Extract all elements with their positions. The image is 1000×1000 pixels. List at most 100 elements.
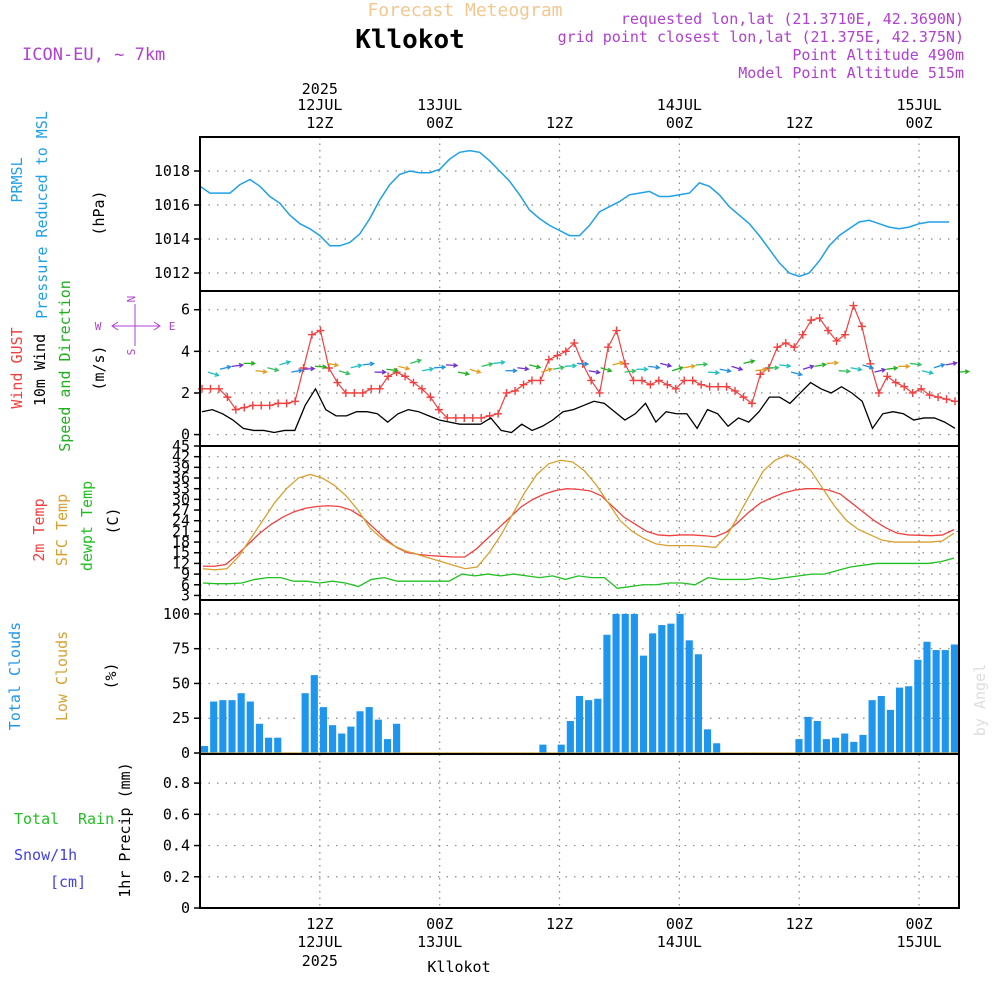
wind-arrow-head xyxy=(797,371,804,377)
cloud-bar xyxy=(822,739,830,753)
wind-direction-arrow xyxy=(743,360,755,365)
gust-marker xyxy=(553,351,562,360)
temperature-tick-label: 30 xyxy=(172,490,190,508)
gust-marker xyxy=(874,388,883,397)
gust-marker xyxy=(722,382,731,391)
temp-unit: (C) xyxy=(104,507,122,534)
wind-direction-arrow xyxy=(517,367,529,370)
gust-marker xyxy=(587,376,596,385)
wind-direction-arrow xyxy=(719,368,731,372)
cloud-bar xyxy=(621,613,629,753)
wind-direction-arrow xyxy=(826,362,838,365)
wind-arrow-head xyxy=(476,369,482,374)
cloud-bar xyxy=(365,707,373,753)
gust-marker xyxy=(824,326,833,335)
gust-marker xyxy=(231,405,240,414)
clouds-unit: (%) xyxy=(102,662,120,689)
cloud-bar xyxy=(685,640,693,753)
meteogram-title: Forecast Meteogram xyxy=(367,0,562,21)
gust-marker xyxy=(798,330,807,339)
wind-tick-label: 4 xyxy=(181,342,190,360)
wind-arrow-head xyxy=(702,361,709,367)
pressure-tick-label: 1016 xyxy=(154,196,190,214)
sfc-temp-label: SFC Temp xyxy=(53,494,71,566)
wind-direction-arrow xyxy=(410,359,422,365)
wind-direction-arrow xyxy=(552,366,565,370)
cloud-bar xyxy=(941,650,949,753)
wind-speed-line xyxy=(201,381,956,434)
wind-arrow-head xyxy=(607,367,613,373)
wind-arrow-head xyxy=(726,368,732,374)
wind-tick-label: 2 xyxy=(181,384,190,402)
wind-arrow-head xyxy=(559,365,566,371)
cloud-bar xyxy=(703,729,712,753)
gust-marker xyxy=(756,370,765,379)
gust-marker xyxy=(790,343,799,352)
wind-arrow-head xyxy=(750,359,756,364)
pressure-label-long: Pressure Reduced to MSL xyxy=(33,111,51,319)
precip-tick-label: 0.8 xyxy=(163,774,190,792)
wind-direction-arrow xyxy=(933,363,945,369)
temperature-tick-label: 27 xyxy=(172,501,190,519)
wind-arrow-head xyxy=(774,365,780,371)
gust-marker xyxy=(570,339,579,348)
gust-marker xyxy=(324,364,333,372)
bottom-hour-label: 00Z xyxy=(426,915,453,933)
wind-direction-arrow xyxy=(910,362,922,366)
precip-unit: 1hr Precip (mm) xyxy=(116,762,134,897)
gust-marker xyxy=(367,384,376,393)
wind-arrow-head xyxy=(262,369,268,375)
cloud-bar xyxy=(639,655,648,753)
cloud-bar xyxy=(694,654,702,753)
cloud-bar xyxy=(649,633,657,753)
gust-marker xyxy=(612,326,621,335)
wind-direction-arrow xyxy=(315,365,327,368)
gust-marker xyxy=(494,409,503,418)
wind-direction-arrow xyxy=(612,361,624,366)
bottom-year-label: 2025 xyxy=(302,952,338,970)
precip-snow-label: Snow/1h xyxy=(14,846,77,864)
cloud-bar xyxy=(831,737,840,753)
gust-marker xyxy=(637,376,646,385)
gust-marker xyxy=(671,384,680,393)
bottom-date-label: 15JUL xyxy=(896,933,941,951)
top-hour-label: 12Z xyxy=(306,114,333,132)
cloud-bar xyxy=(804,716,812,753)
wind-arrow-head xyxy=(809,364,815,370)
wind-direction-arrow xyxy=(862,364,874,369)
gust-marker xyxy=(358,388,367,397)
wind-arrow-head xyxy=(714,370,721,376)
wind-direction-arrow xyxy=(707,371,719,374)
wind-arrow-head xyxy=(488,362,494,367)
gust-marker xyxy=(739,393,748,402)
wind-direction-arrow xyxy=(457,371,469,375)
compass-west: W xyxy=(95,320,102,333)
top-hour-label: 00Z xyxy=(906,114,933,132)
gust-marker xyxy=(257,401,266,410)
gust-marker xyxy=(451,413,460,422)
cloud-bar xyxy=(557,744,565,753)
top-date-label: 15JUL xyxy=(896,96,941,114)
gust-marker xyxy=(299,364,308,372)
wind-direction-arrow xyxy=(255,370,267,373)
cloud-bar xyxy=(274,737,282,753)
temperature-tick-label: 21 xyxy=(172,522,190,540)
gust-marker xyxy=(460,413,469,422)
cloud-bar xyxy=(630,613,638,753)
cloud-bar xyxy=(566,721,574,753)
gust-label: Wind GUST xyxy=(8,327,26,408)
precip-tick-label: 0 xyxy=(181,899,190,917)
gust-marker xyxy=(350,388,359,397)
point-altitude: Point Altitude 490m xyxy=(792,46,964,64)
gust-marker xyxy=(443,413,452,422)
cloud-bar xyxy=(539,744,547,753)
wind-direction-arrow xyxy=(529,364,541,369)
temperature-tick-label: 39 xyxy=(172,458,190,476)
wind-direction-arrow xyxy=(291,369,303,373)
gust-marker xyxy=(849,301,858,310)
compass-arrows xyxy=(111,304,161,346)
wind-arrow-head xyxy=(285,360,292,365)
low-clouds-label: Low Clouds xyxy=(53,631,71,721)
footer-location: Kllokot xyxy=(427,958,490,976)
